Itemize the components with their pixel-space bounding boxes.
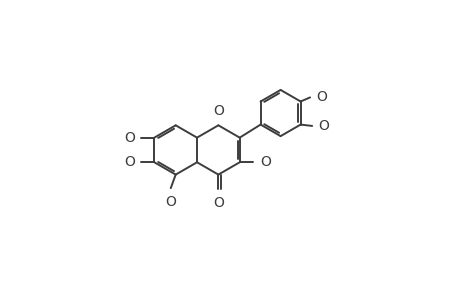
Text: O: O xyxy=(318,119,329,133)
Text: O: O xyxy=(213,196,224,210)
Text: O: O xyxy=(213,104,224,118)
Text: O: O xyxy=(316,90,326,104)
Text: O: O xyxy=(260,155,270,169)
Text: O: O xyxy=(123,155,134,169)
Text: O: O xyxy=(123,130,134,145)
Text: O: O xyxy=(165,195,176,209)
